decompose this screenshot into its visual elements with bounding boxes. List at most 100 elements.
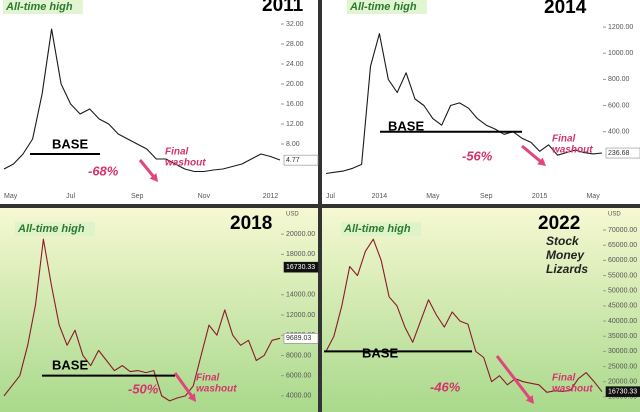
- chart-title: 2018: [230, 213, 272, 234]
- base-label: BASE: [52, 136, 88, 151]
- y-tick-label: 400.00: [608, 129, 630, 136]
- price-label-box: [605, 147, 640, 159]
- y-tick-label: 6000.00: [286, 373, 311, 380]
- x-tick-label: 2012: [263, 193, 279, 200]
- y-tick-label: 40000.00: [608, 318, 637, 325]
- watermark: Money: [546, 248, 585, 262]
- washout-label: Final: [552, 134, 576, 145]
- price-label: 9689.03: [286, 335, 311, 342]
- y-tick-label: 8.00: [286, 141, 300, 148]
- washout-label: Final: [196, 373, 220, 384]
- panel: 1200.00 1000.00 800.00 600.00 400.00 Jul 2014 M…: [322, 0, 640, 204]
- panel-background: [0, 208, 318, 412]
- ath-label: All-time high: [349, 1, 417, 13]
- price-label-box: [283, 261, 319, 273]
- panel-background: [322, 0, 640, 204]
- x-tick-label: Sep: [480, 193, 493, 200]
- y-tick-label: 60000.00: [608, 257, 637, 264]
- price-line: [3, 28, 281, 173]
- washout-label: washout: [552, 145, 593, 156]
- ath-label: All-time high: [343, 223, 411, 235]
- chart-title: 2022: [538, 213, 580, 234]
- y-tick-label: 24.00: [286, 61, 304, 68]
- y-tick-label: 20000.00: [286, 231, 315, 238]
- price-label: 16730.33: [286, 264, 315, 271]
- y-tick-label: 50000.00: [608, 288, 637, 295]
- panel: USD 70000.00 65000.00 60000.00 55000.00 50000…: [322, 208, 640, 412]
- y-tick-label: 8000.00: [286, 352, 311, 359]
- arrow-shaft: [173, 372, 195, 399]
- base-label: BASE: [52, 357, 88, 372]
- washout-label: Final: [552, 373, 576, 384]
- x-tick-label: Jul: [326, 193, 335, 200]
- y-tick-label: 35000.00: [608, 333, 637, 340]
- y-tick-label: 30000.00: [608, 348, 637, 355]
- arrow-head: [525, 395, 534, 404]
- ath-label: All-time high: [5, 1, 73, 13]
- panel: USD20000.0018000.0014000.0012000.0010000…: [0, 208, 319, 412]
- y-tick-label: 18000.00: [286, 251, 315, 258]
- arrow-shaft: [495, 355, 533, 401]
- chart-title: 2011: [262, 0, 304, 16]
- price-label: 4.77: [286, 157, 300, 164]
- y-tick-label: 65000.00: [608, 242, 637, 249]
- chart-title: 2014: [544, 0, 587, 18]
- y-tick-label: 800.00: [608, 76, 630, 83]
- panel-background: [322, 208, 640, 412]
- x-tick-label: Jul: [66, 193, 75, 200]
- arrow-shaft: [138, 159, 156, 180]
- y-tick-label: 12.00: [286, 121, 304, 128]
- price-label-box: [283, 154, 319, 166]
- y-tick-label: 70000.00: [608, 227, 637, 234]
- arrow-shaft: [521, 144, 544, 164]
- y-tick-label: 4000.00: [286, 393, 311, 400]
- drop-label: -46%: [430, 379, 461, 394]
- base-label: BASE: [388, 118, 424, 133]
- arrow-head: [537, 157, 546, 166]
- unit-label: USD: [608, 212, 621, 218]
- y-tick-label: 600.00: [608, 102, 630, 109]
- x-tick-label: May: [426, 193, 440, 200]
- base-label: BASE: [362, 345, 398, 360]
- watermark: Stock: [546, 234, 580, 248]
- panel: 32.00 28.00 24.00 20.00 16.00 12.00 8.00 May Jul…: [0, 0, 319, 204]
- ath-label: All-time high: [17, 223, 85, 235]
- y-tick-label: 32.00: [286, 21, 304, 28]
- x-tick-label: 2015: [532, 193, 548, 200]
- price-line: [325, 238, 603, 393]
- drop-label: -56%: [462, 148, 493, 163]
- x-tick-label: May: [586, 193, 600, 200]
- price-line: [325, 33, 603, 175]
- x-tick-label: 2014: [372, 193, 388, 200]
- drop-label: -50%: [128, 381, 159, 396]
- price-line: [3, 238, 281, 402]
- y-tick-label: 15000.00: [608, 394, 637, 401]
- x-tick-label: May: [4, 193, 18, 200]
- panel-background: [0, 0, 318, 204]
- y-tick-label: 45000.00: [608, 303, 637, 310]
- washout-label: washout: [552, 384, 593, 395]
- price-label-box: [605, 386, 640, 397]
- ath-box: [15, 222, 95, 236]
- y-tick-label: 1000.00: [608, 50, 633, 57]
- y-tick-label: 1200.00: [608, 24, 633, 31]
- price-label-box: [283, 333, 319, 344]
- x-tick-label: Nov: [198, 193, 211, 200]
- arrow-head: [149, 173, 158, 182]
- ath-box: [3, 0, 83, 14]
- arrow-head: [187, 393, 196, 402]
- price-label: 16730.33: [608, 388, 637, 395]
- unit-label: USD: [286, 212, 299, 218]
- y-tick-label: 12000.00: [286, 312, 315, 319]
- y-tick-label: 14000.00: [286, 292, 315, 299]
- watermark: Lizards: [546, 262, 588, 276]
- y-tick-label: 25000.00: [608, 363, 637, 370]
- y-tick-label: 55000.00: [608, 272, 637, 279]
- ath-box: [347, 0, 427, 14]
- y-tick-label: 28.00: [286, 41, 304, 48]
- y-tick-label: 20000.00: [608, 379, 637, 386]
- y-tick-label: 16.00: [286, 101, 304, 108]
- price-label: 236.68: [608, 150, 630, 157]
- washout-label: washout: [165, 158, 206, 169]
